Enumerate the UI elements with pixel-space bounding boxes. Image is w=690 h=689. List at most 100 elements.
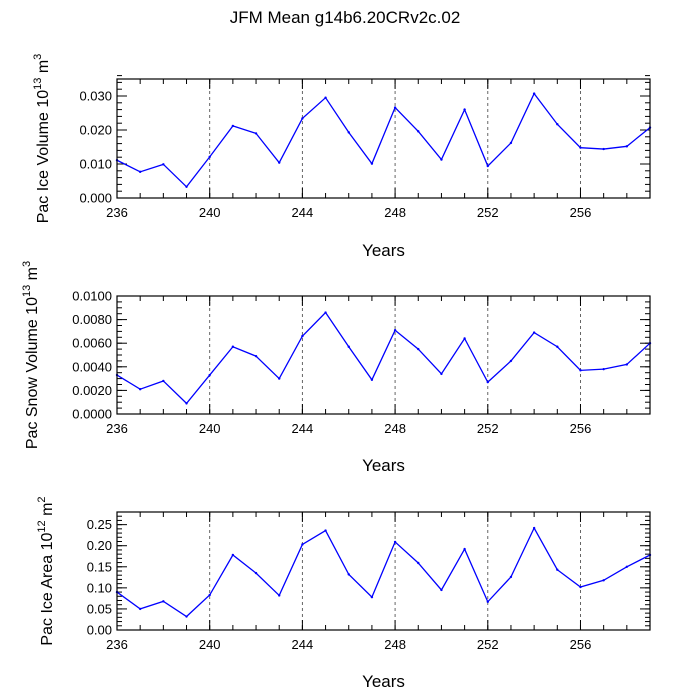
y-tick-label: 0.000 (79, 191, 112, 206)
data-point (625, 145, 629, 148)
data-point (347, 131, 350, 134)
y-tick-label: 0.0000 (72, 407, 112, 422)
chart-panel-3: 236 240 244 248 252 256 0.00 0.05 0.10 0.15 0.20 0.… (36, 496, 652, 689)
x-tick-label: 252 (477, 637, 499, 652)
data-point (393, 540, 397, 544)
data-point (347, 573, 350, 576)
data-point (486, 600, 489, 603)
y-tick-label: 0.0060 (72, 336, 112, 351)
y-tick-label: 0.0020 (72, 383, 112, 398)
x-tick-label: 240 (199, 205, 221, 220)
plot-frame (116, 295, 651, 415)
data-point (579, 585, 582, 589)
data-point (301, 543, 304, 546)
y-tick-label: 0.0100 (72, 289, 112, 304)
y-tick-label: 0.0080 (72, 312, 112, 327)
data-point (532, 331, 536, 334)
y-axis-label-exponent: 12 (36, 520, 48, 532)
data-point (393, 329, 397, 332)
data-point (324, 529, 327, 532)
x-tick-label: 236 (106, 637, 128, 652)
y-axis-label-text: Pac Ice Volume 10 (35, 90, 52, 224)
y-axis-label-exponent: 13 (21, 285, 33, 297)
data-point (463, 337, 466, 340)
data-point (509, 575, 513, 579)
y-axis-label-unit-exponent: 3 (21, 261, 33, 267)
y-tick-label: 0.030 (79, 89, 112, 104)
data-point (162, 163, 165, 166)
plot-frame (116, 511, 651, 631)
data-point (556, 123, 559, 126)
data-point (138, 170, 142, 174)
data-point (370, 378, 374, 381)
y-tick-label: 0.25 (87, 517, 112, 532)
x-axis-label: Years (362, 456, 405, 475)
data-point (324, 96, 327, 99)
data-point (532, 526, 536, 530)
y-tick-label: 0.020 (79, 123, 112, 138)
data-point (440, 588, 443, 592)
y-tick-label: 0.20 (87, 538, 112, 553)
x-tick-label: 236 (106, 421, 128, 436)
y-axis-label-unit: m (35, 60, 52, 78)
y-axis-label: Pac Snow Volume 1013 m3 (21, 261, 41, 449)
data-point (278, 377, 281, 380)
data-point (138, 607, 142, 611)
x-tick-label: 248 (384, 421, 406, 436)
data-point (208, 155, 211, 159)
y-tick-label: 0.10 (87, 580, 112, 595)
data-point (417, 347, 420, 351)
data-point (579, 146, 582, 149)
data-point (625, 363, 629, 366)
series-line (116, 92, 651, 188)
chart-panel-1: 236 240 244 248 252 256 0.000 0.010 0.020 0.030 Ye… (32, 54, 652, 260)
data-point (301, 334, 304, 338)
x-tick-label: 252 (477, 421, 499, 436)
x-axis-label: Years (362, 672, 405, 689)
data-point (254, 354, 258, 358)
x-tick-label: 252 (477, 205, 499, 220)
x-tick-label: 248 (384, 637, 406, 652)
x-tick-label: 240 (199, 421, 221, 436)
y-axis-label-text: Pac Snow Volume 10 (24, 297, 41, 449)
data-point (231, 124, 235, 128)
chart-panel-2: 236 240 244 248 252 256 0.0000 0.0020 0.0040 0.00… (21, 261, 652, 475)
x-tick-label: 244 (292, 421, 314, 436)
data-point (347, 345, 350, 348)
data-point (417, 130, 420, 133)
data-point (532, 92, 536, 95)
y-axis-label-unit: m (24, 267, 41, 285)
data-point (463, 547, 466, 551)
data-point (440, 372, 443, 376)
data-point (301, 117, 304, 120)
y-axis-label: Pac Ice Area 1012 m2 (36, 496, 56, 645)
data-point (370, 595, 374, 599)
data-point (231, 345, 235, 348)
y-axis-label-exponent: 13 (32, 78, 44, 90)
data-point (231, 553, 235, 557)
data-point (556, 345, 559, 348)
y-tick-label: 0.00 (87, 623, 112, 638)
data-point (417, 561, 420, 565)
data-point (278, 594, 281, 597)
data-point (254, 132, 258, 135)
x-tick-label: 236 (106, 205, 128, 220)
x-axis-label: Years (362, 241, 405, 260)
data-point (162, 379, 165, 383)
data-point (393, 106, 397, 109)
data-point (625, 565, 629, 568)
data-point (254, 571, 258, 575)
y-tick-label: 0.0040 (72, 359, 112, 374)
data-point (208, 373, 211, 377)
y-axis-label-unit-exponent: 2 (36, 496, 48, 502)
data-point (509, 141, 513, 145)
plot-frame (116, 78, 651, 199)
data-point (463, 108, 466, 111)
y-axis-label: Pac Ice Volume 1013 m3 (32, 54, 52, 224)
data-point (602, 579, 605, 582)
data-point (278, 161, 281, 164)
series-line (116, 311, 651, 405)
data-point (162, 600, 165, 603)
x-tick-label: 256 (570, 421, 592, 436)
